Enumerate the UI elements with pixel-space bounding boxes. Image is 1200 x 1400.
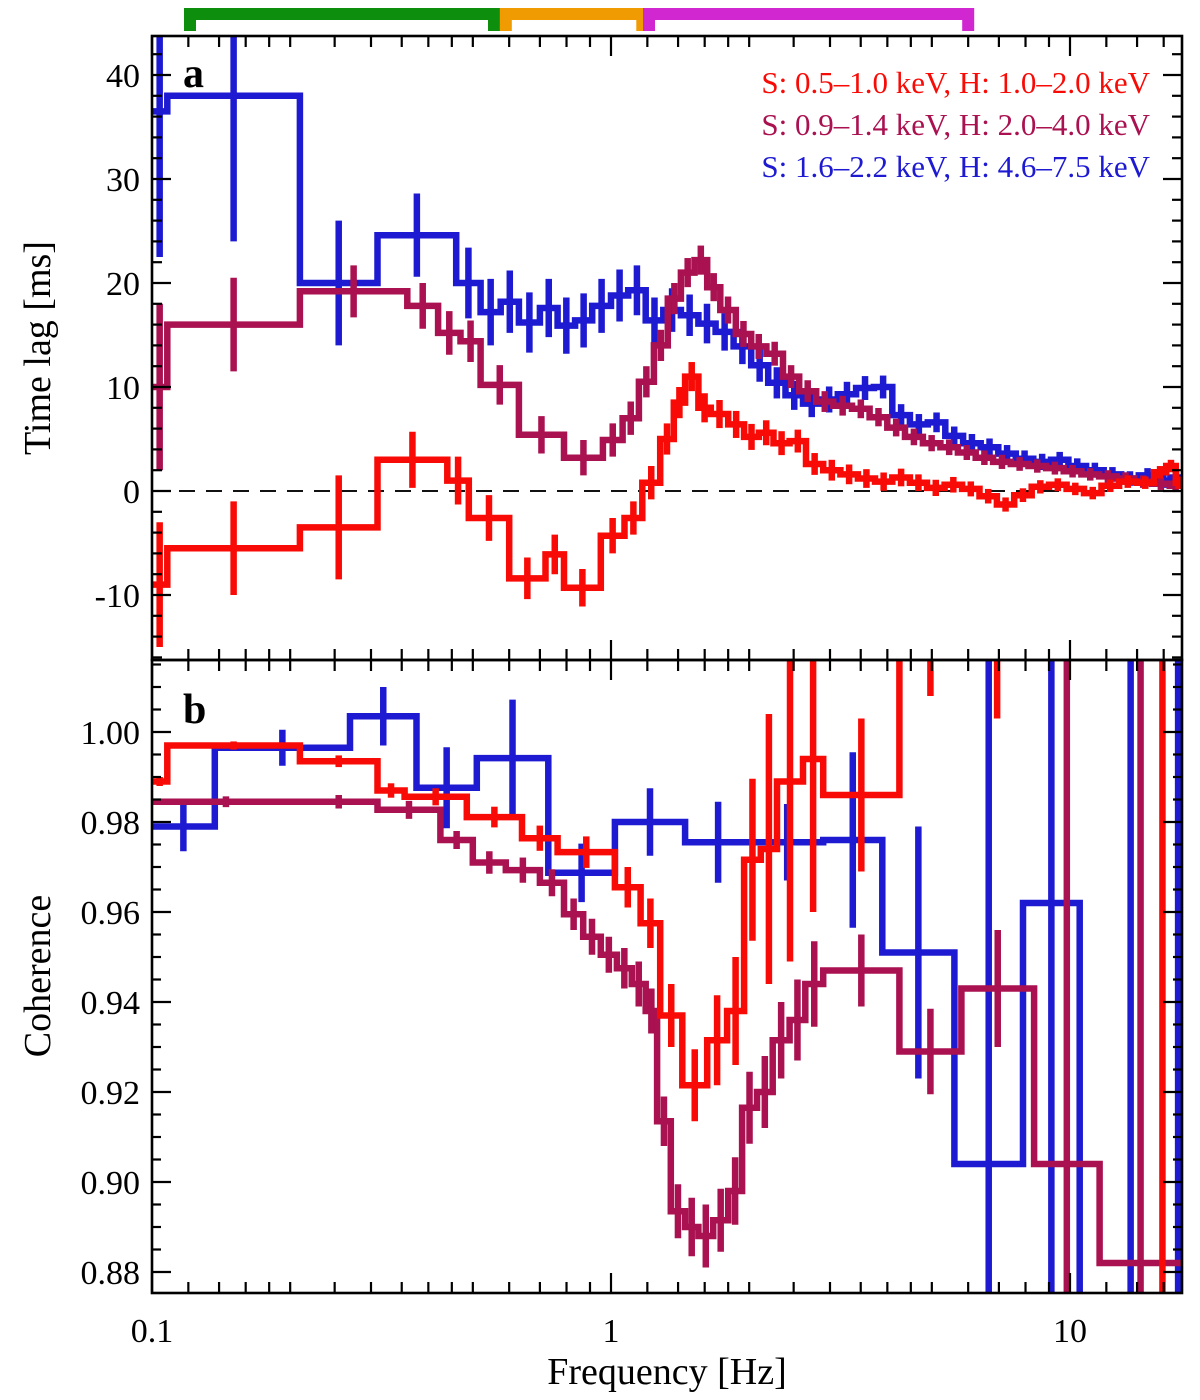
green-band-marker [184, 8, 500, 31]
orange-band-marker [499, 8, 649, 31]
y-a-tick-label: 40 [106, 58, 140, 95]
panel-a-letter: a [183, 51, 204, 97]
legend-entry-red: S: 0.5–1.0 keV, H: 1.0–2.0 keV [761, 65, 1150, 100]
y-b-tick-label: 0.90 [81, 1165, 141, 1202]
magenta-band-marker [643, 8, 975, 31]
y-b-tick-label: 0.94 [81, 985, 141, 1022]
series-coh-blue [152, 660, 1182, 1293]
y-b-tick-label: 0.98 [81, 805, 141, 842]
panel-b-frame [150, 658, 1184, 1295]
y-a-tick-label: 20 [106, 266, 140, 303]
y-a-tick-label: 0 [123, 474, 140, 511]
x-tick-label: 10 [1053, 1313, 1087, 1350]
y-b-tick-label: 1.00 [81, 715, 141, 752]
panel-b-series [152, 660, 1182, 1293]
series-coh-crimson [152, 660, 1182, 1293]
legend-entry-blue: S: 1.6–2.2 keV, H: 4.6–7.5 keV [761, 149, 1150, 184]
series-lag-crimson [152, 245, 1182, 493]
series-lag-red [152, 362, 1182, 647]
y-b-tick-label: 0.92 [81, 1075, 141, 1112]
x-tick-label: 0.1 [131, 1313, 174, 1350]
x-tick-label: 1 [603, 1313, 620, 1350]
series-coh-red [152, 660, 1166, 1293]
legend: S: 0.5–1.0 keV, H: 1.0–2.0 keV S: 0.9–1.… [761, 62, 1150, 188]
legend-entry-crimson: S: 0.9–1.4 keV, H: 2.0–4.0 keV [761, 107, 1150, 142]
panel-b-letter: b [183, 687, 207, 733]
y-a-tick-label: 10 [106, 370, 140, 407]
y-a-tick-label: -10 [95, 578, 140, 615]
y-a-tick-label: 30 [106, 162, 140, 199]
panel-a-series [152, 36, 1182, 647]
y-axis-title-coherence: Coherence [17, 894, 59, 1058]
x-axis-title-frequency: Frequency [Hz] [547, 1351, 787, 1393]
y-b-tick-label: 0.96 [81, 895, 141, 932]
y-axis-title-timelag: Time lag [ms] [17, 241, 59, 455]
y-b-tick-label: 0.88 [81, 1255, 141, 1292]
